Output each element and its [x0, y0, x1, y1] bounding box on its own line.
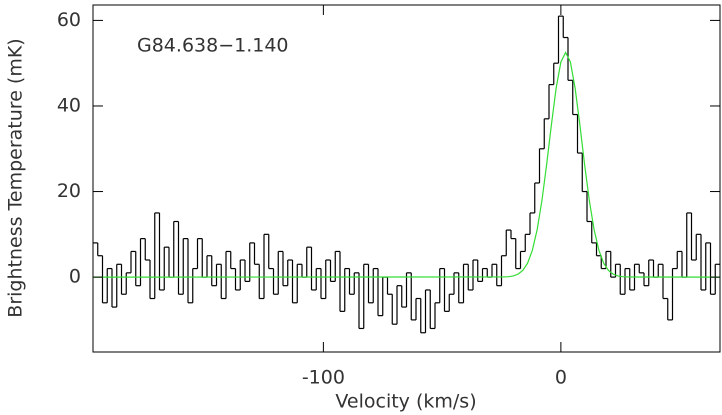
- annotation: G84.638−1.140: [137, 35, 289, 57]
- y-tick-label: 40: [57, 94, 81, 116]
- x-tick-label: 0: [555, 367, 567, 389]
- y-tick-label: 60: [57, 9, 81, 31]
- y-tick-label: 0: [69, 266, 81, 288]
- plot-frame: [92, 4, 721, 353]
- y-tick-label: 20: [57, 180, 81, 202]
- x-tick-label: -100: [302, 367, 345, 389]
- plot-area: [93, 15, 720, 334]
- fit-curve: [93, 51, 720, 278]
- x-axis-label: Velocity (km/s): [335, 391, 476, 413]
- y-axis-label: Brightness Temperature (mK): [5, 38, 27, 317]
